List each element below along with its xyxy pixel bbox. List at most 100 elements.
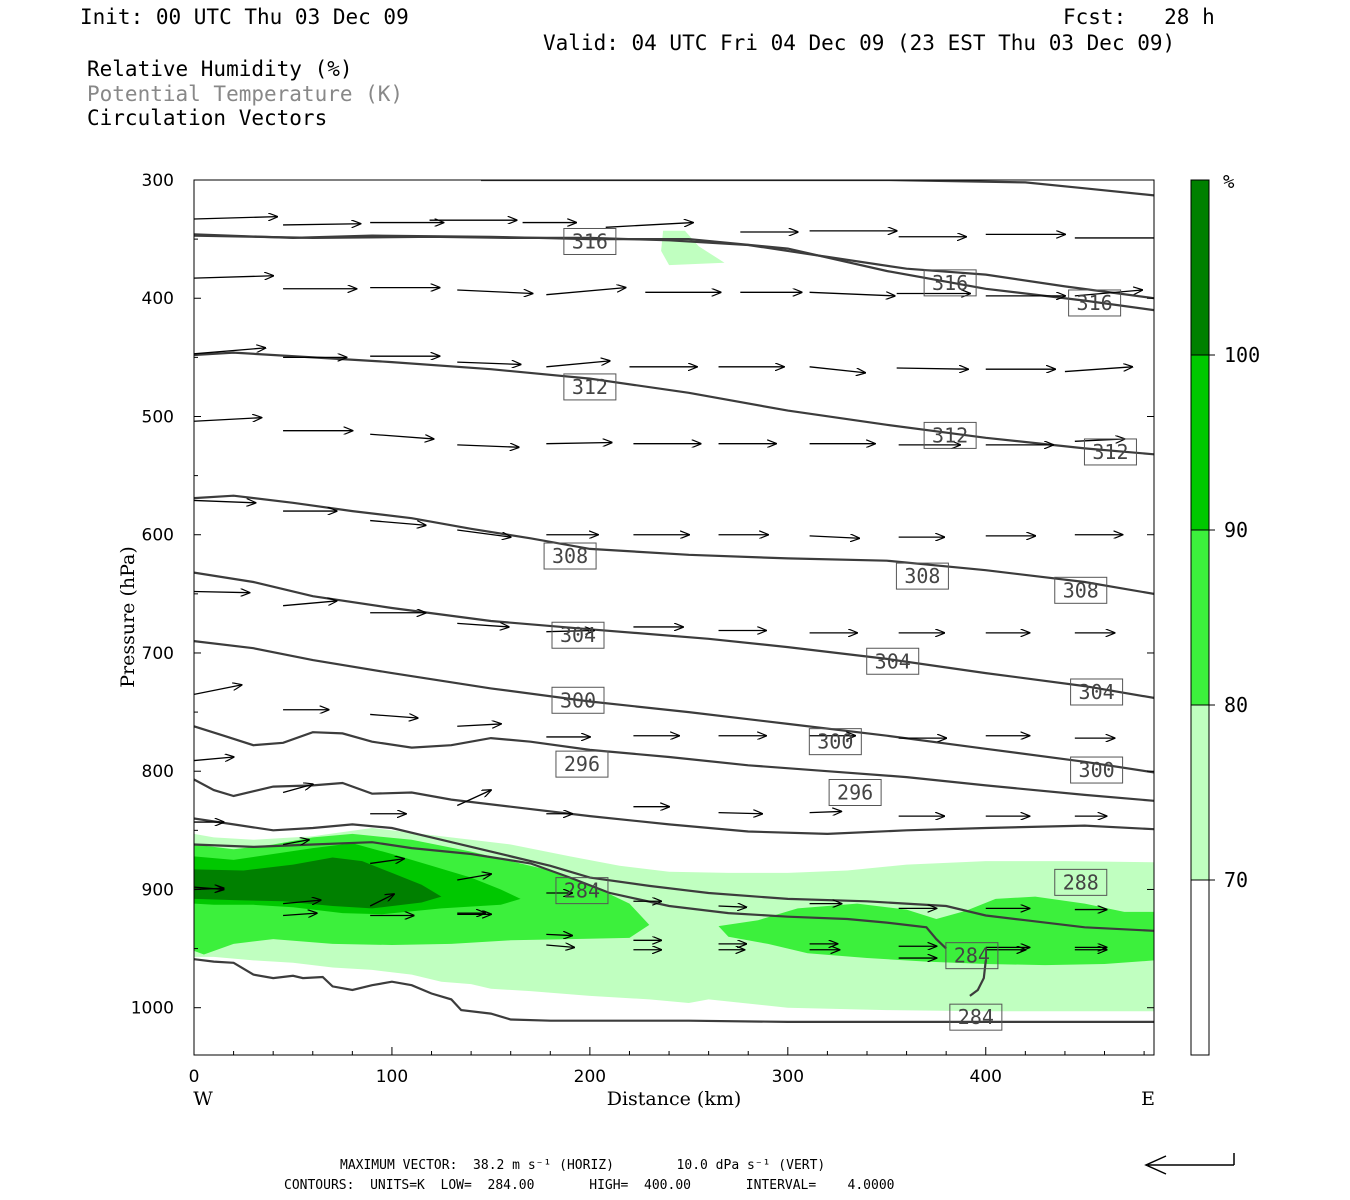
theta-contour	[969, 960, 987, 997]
circulation-vector	[457, 874, 491, 881]
circulation-vector	[809, 292, 895, 296]
theta-label: 296	[564, 752, 600, 776]
circulation-vector	[718, 813, 763, 814]
x-tick-label: 100	[376, 1067, 408, 1087]
footer-contours: CONTOURS: UNITS=K LOW= 284.00 HIGH= 400.…	[284, 1178, 895, 1193]
theta-label-box	[543, 542, 597, 570]
theta-label-box	[828, 779, 882, 806]
circulation-vector	[194, 418, 261, 422]
plot-frame	[193, 179, 1155, 1056]
reference-vector	[1144, 1153, 1235, 1175]
theta-label: 300	[1079, 758, 1115, 782]
field-label-vectors: Circulation Vectors	[87, 106, 328, 130]
theta-label-box	[1054, 576, 1108, 604]
x-axis-title: Distance (km)	[607, 1088, 742, 1110]
theta-label: 316	[932, 271, 968, 295]
x-tick-label: 0	[189, 1067, 200, 1087]
reference-vector-head	[1144, 1155, 1167, 1175]
y-axis-title: Pressure (hPa)	[117, 546, 139, 688]
theta-label: 296	[837, 781, 873, 805]
theta-label-box	[1070, 678, 1124, 706]
theta-label: 284	[564, 879, 600, 903]
theta-label: 304	[560, 623, 596, 647]
theta-label: 300	[560, 688, 596, 712]
y-tick-label: 300	[142, 171, 174, 191]
y-tick-label: 800	[142, 762, 174, 782]
circulation-vector	[194, 500, 255, 502]
theta-label: 312	[932, 423, 968, 447]
colorbar-segment	[1191, 355, 1209, 530]
theta-contour	[481, 180, 1154, 197]
theta-label-box	[945, 942, 999, 970]
circulation-vector	[457, 445, 518, 447]
theta-contour	[194, 841, 947, 950]
x-tick-label: 400	[970, 1067, 1002, 1087]
circulation-vector	[546, 361, 609, 368]
theta-label: 312	[1092, 440, 1128, 464]
circulation-vector	[370, 859, 404, 865]
theta-label-box	[923, 421, 977, 449]
theta-label: 300	[817, 730, 853, 754]
circulation-vector	[282, 784, 313, 794]
theta-label-box	[555, 750, 609, 778]
rh-region-100	[194, 857, 442, 909]
circulation-vector	[194, 757, 234, 761]
circulation-vector	[605, 223, 693, 228]
theta-label: 308	[552, 544, 588, 568]
theta-label: 304	[1079, 680, 1115, 704]
theta-label: 308	[904, 564, 940, 588]
circulation-vector	[370, 519, 425, 526]
colorbar-segment	[1191, 530, 1209, 705]
x-tick-label: 300	[772, 1067, 804, 1087]
circulation-vector	[546, 934, 572, 935]
theta-contour	[194, 958, 1154, 1023]
circulation-vector	[457, 529, 510, 537]
theta-contour	[194, 571, 1154, 699]
theta-contour	[194, 233, 1154, 312]
theta-label: 284	[954, 944, 990, 968]
circulation-vector	[456, 790, 491, 807]
theta-label-box	[808, 728, 862, 756]
colorbar-label: 90	[1224, 518, 1248, 542]
theta-label-box	[555, 877, 609, 905]
theta-contour-labels: 316 316 316 312 312 312 308 308 308 304 304 304 300 3…	[543, 227, 1137, 1031]
y-tick-label: 600	[142, 526, 174, 546]
theta-label: 288	[1063, 870, 1099, 894]
colorbar-label: 80	[1224, 693, 1248, 717]
theta-label: 316	[572, 229, 608, 253]
theta-contours	[194, 180, 1154, 1023]
colorbar-segment	[1191, 880, 1209, 1055]
theta-contour	[194, 351, 1154, 456]
theta-label: 312	[572, 375, 608, 399]
theta-label: 304	[875, 649, 911, 673]
theta-label-box	[923, 269, 977, 297]
circulation-vector	[457, 362, 520, 364]
circulation-vector	[718, 906, 747, 907]
circulation-vector	[457, 623, 508, 627]
circulation-vector	[809, 366, 865, 373]
theta-label-box	[1068, 289, 1122, 317]
theta-contour	[194, 725, 1154, 802]
circulation-vector	[457, 724, 501, 726]
theta-label: 316	[1077, 291, 1113, 315]
circulation-vector	[370, 714, 418, 718]
rh-shading	[194, 230, 1154, 1012]
circulation-vector	[457, 290, 532, 294]
circulation-vector	[1074, 290, 1142, 297]
theta-label-box	[1070, 756, 1124, 784]
x-end-label-west: W	[193, 1088, 213, 1110]
colorbar-frame	[1190, 179, 1210, 1056]
colorbar: 70 80 90 100%	[1190, 171, 1260, 1056]
circulation-vector	[546, 631, 594, 632]
circulation-vector	[370, 433, 433, 439]
theta-label-box	[895, 562, 949, 590]
y-tick-label: 900	[142, 880, 174, 900]
field-label-theta: Potential Temperature (K)	[87, 82, 404, 106]
circulation-vector	[283, 913, 317, 915]
theta-label-box	[1083, 438, 1137, 466]
theta-label-box	[563, 227, 617, 255]
rh-region-80	[718, 896, 1154, 966]
circulation-vector	[194, 217, 277, 219]
axes: 300 400 500 600 700 800 900 1000 0 100 200 300 400 W E	[131, 171, 1155, 1110]
